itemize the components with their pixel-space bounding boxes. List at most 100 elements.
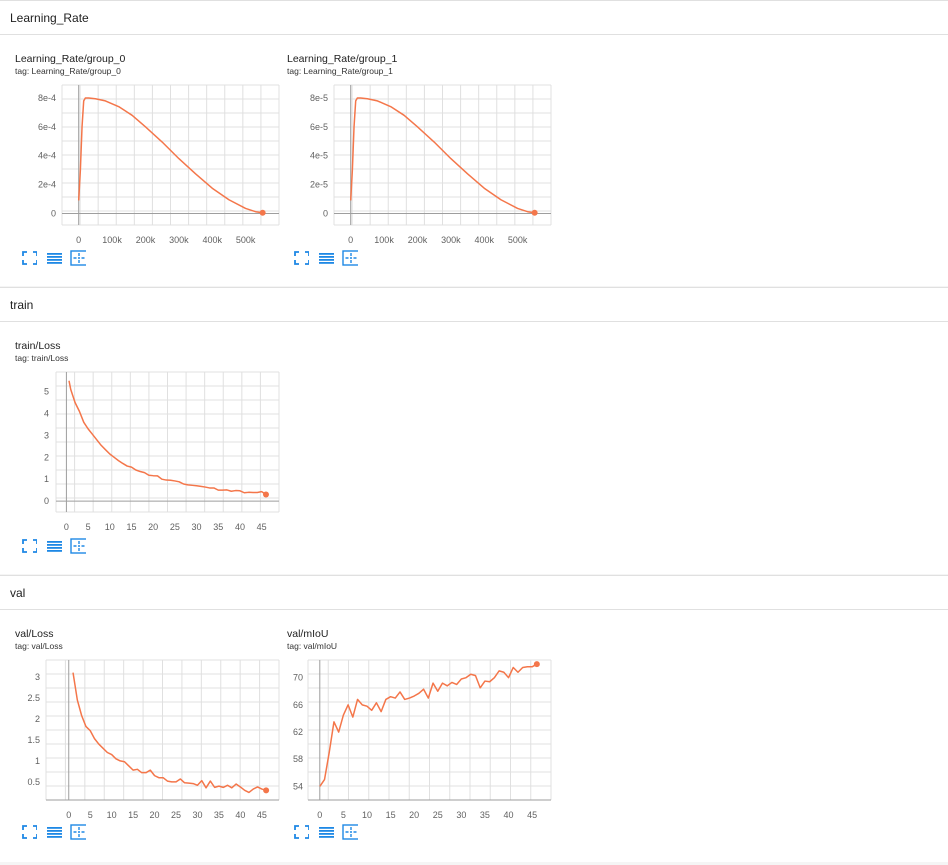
- x-tick-label: 30: [192, 810, 202, 820]
- line-chart[interactable]: 0 5 10 15 20 25 30 35 40 45 0.5 1 1.5 2 2.5 3: [0, 628, 290, 828]
- x-tick-label: 500k: [236, 235, 256, 245]
- x-tick-label: 20: [150, 810, 160, 820]
- x-tick-label: 200k: [136, 235, 156, 245]
- fullscreen-icon[interactable]: [293, 824, 309, 840]
- last-point-marker: [262, 491, 269, 498]
- last-point-marker: [533, 661, 540, 668]
- grid: [61, 84, 280, 226]
- y-tick-label: 2e-4: [38, 180, 56, 190]
- x-tick-label: 25: [170, 522, 180, 532]
- last-point-marker: [263, 787, 270, 794]
- line-chart[interactable]: 0 100k 200k 300k 400k 500k 0 2e-4 4e-4 6e-4 8e-4: [0, 53, 290, 253]
- x-tick-label: 40: [235, 810, 245, 820]
- card-tag: tag: val/mIoU: [287, 641, 338, 651]
- x-tick-label: 5: [88, 810, 93, 820]
- grid: [333, 84, 552, 226]
- fullscreen-icon[interactable]: [293, 250, 309, 266]
- series-line: [77, 97, 263, 214]
- x-tick-label: 400k: [474, 235, 494, 245]
- y-tick-label: 1: [44, 474, 49, 484]
- line-chart[interactable]: 0 100k 200k 300k 400k 500k 0 2e-5 4e-5 6e-5 8e-5: [272, 53, 562, 253]
- y-tick-label: 2e-5: [310, 180, 328, 190]
- x-tick-label: 15: [128, 810, 138, 820]
- x-tick-label: 30: [456, 810, 466, 820]
- section-header-learning-rate[interactable]: Learning_Rate: [0, 0, 948, 35]
- x-tick-label: 25: [433, 810, 443, 820]
- y-tick-label: 0: [44, 496, 49, 506]
- section-header-val[interactable]: val: [0, 575, 948, 610]
- fullscreen-icon[interactable]: [21, 250, 37, 266]
- scalar-card-val-miou: val/mIoU tag: val/mIoU 0 5 10 15 20 25 30 35 40 4…: [272, 628, 552, 863]
- x-tick-label: 400k: [202, 235, 222, 245]
- y-tick-label: 8e-5: [310, 93, 328, 103]
- x-tick-label: 35: [213, 522, 223, 532]
- series-line: [319, 663, 538, 787]
- toggle-log-icon[interactable]: [318, 824, 334, 840]
- fit-domain-icon[interactable]: [70, 250, 86, 266]
- card-tag: tag: val/Loss: [15, 641, 63, 651]
- section-header-train[interactable]: train: [0, 287, 948, 322]
- scalar-card-learning-rate-group-0: Learning_Rate/group_0 tag: Learning_Rate…: [0, 53, 280, 288]
- y-tick-label: 0.5: [27, 777, 40, 787]
- y-tick-label: 0: [323, 208, 328, 218]
- fullscreen-icon[interactable]: [21, 824, 37, 840]
- y-tick-label: 62: [293, 727, 303, 737]
- line-chart[interactable]: 0 5 10 15 20 25 30 35 40 45 54 58 62 66 70: [272, 628, 562, 828]
- x-tick-label: 30: [192, 522, 202, 532]
- grid: [45, 659, 280, 801]
- y-tick-label: 66: [293, 700, 303, 710]
- x-tick-label: 10: [362, 810, 372, 820]
- x-tick-label: 20: [148, 522, 158, 532]
- y-tick-label: 0: [51, 208, 56, 218]
- y-tick-label: 3: [44, 430, 49, 440]
- scalar-card-train-loss: train/Loss tag: train/Loss 0 5 10 15 20 25 30 3…: [0, 340, 280, 575]
- series-line: [72, 672, 267, 794]
- y-tick-label: 1.5: [27, 735, 40, 745]
- scalar-card-val-loss: val/Loss tag: val/Loss 0 5 10 15 20 25 30 35 40 4…: [0, 628, 280, 863]
- x-tick-label: 100k: [102, 235, 122, 245]
- y-tick-label: 70: [293, 673, 303, 683]
- y-tick-label: 2.5: [27, 693, 40, 703]
- x-tick-label: 0: [64, 522, 69, 532]
- y-tick-label: 1: [35, 756, 40, 766]
- x-tick-label: 15: [126, 522, 136, 532]
- x-tick-label: 15: [386, 810, 396, 820]
- section-title: train: [10, 298, 34, 312]
- x-tick-label: 0: [348, 235, 353, 245]
- fit-domain-icon[interactable]: [342, 824, 358, 840]
- y-tick-label: 2: [35, 714, 40, 724]
- toggle-log-icon[interactable]: [46, 824, 62, 840]
- section-title: Learning_Rate: [10, 11, 89, 25]
- toggle-log-icon[interactable]: [318, 250, 334, 266]
- x-tick-label: 45: [257, 522, 267, 532]
- x-tick-label: 20: [409, 810, 419, 820]
- card-title: Learning_Rate/group_0: [15, 53, 126, 65]
- section-divider: [0, 862, 948, 865]
- y-tick-label: 6e-4: [38, 122, 56, 132]
- x-tick-label: 300k: [441, 235, 461, 245]
- x-tick-label: 500k: [508, 235, 528, 245]
- fit-domain-icon[interactable]: [70, 824, 86, 840]
- y-tick-label: 2: [44, 452, 49, 462]
- toggle-log-icon[interactable]: [46, 538, 62, 554]
- card-tag: tag: train/Loss: [15, 353, 69, 363]
- toggle-log-icon[interactable]: [46, 250, 62, 266]
- series-line: [68, 380, 267, 496]
- y-tick-label: 6e-5: [310, 122, 328, 132]
- card-tag: tag: Learning_Rate/group_1: [287, 66, 393, 76]
- x-tick-label: 5: [341, 810, 346, 820]
- x-tick-label: 5: [86, 522, 91, 532]
- fullscreen-icon[interactable]: [21, 538, 37, 554]
- x-tick-label: 0: [76, 235, 81, 245]
- y-tick-label: 8e-4: [38, 93, 56, 103]
- x-tick-label: 40: [235, 522, 245, 532]
- card-title: train/Loss: [15, 340, 61, 352]
- fit-domain-icon[interactable]: [342, 250, 358, 266]
- x-tick-label: 10: [107, 810, 117, 820]
- fit-domain-icon[interactable]: [70, 538, 86, 554]
- x-tick-label: 25: [171, 810, 181, 820]
- y-tick-label: 4: [44, 409, 49, 419]
- x-tick-label: 300k: [169, 235, 189, 245]
- x-tick-label: 35: [214, 810, 224, 820]
